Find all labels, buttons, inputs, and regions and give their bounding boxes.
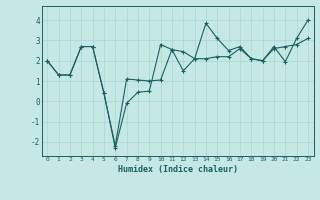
X-axis label: Humidex (Indice chaleur): Humidex (Indice chaleur) <box>118 165 237 174</box>
